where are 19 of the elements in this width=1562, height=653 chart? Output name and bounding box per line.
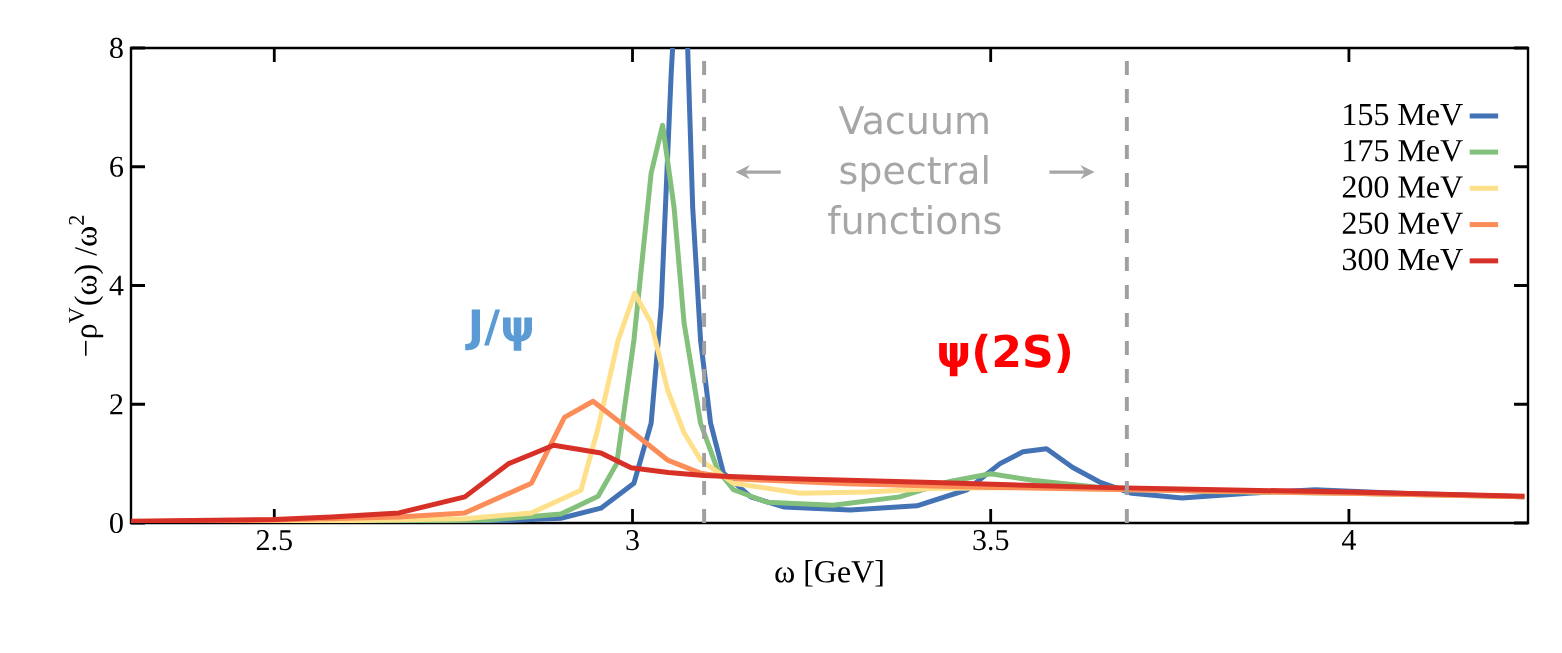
y-tick-label: 6 — [110, 156, 124, 177]
legend-label: 300 MeV — [1342, 248, 1463, 271]
annotation: J/ψ — [465, 309, 532, 351]
annotation: Vacuum spectral functions — [828, 106, 1001, 235]
x-tick-label: 2.5 — [256, 530, 292, 551]
legend-label: 155 MeV — [1344, 103, 1463, 126]
legend-label: 250 MeV — [1342, 212, 1463, 235]
x-tick-label: 4 — [1342, 530, 1356, 550]
y-tick-label: 2 — [110, 394, 123, 415]
y-tick-label: 4 — [109, 275, 124, 296]
y-tick-label: 0 — [110, 512, 123, 534]
legend-label: 200 MeV — [1342, 176, 1463, 198]
x-tick-label: 3 — [626, 530, 639, 551]
legend-label: 175 MeV — [1344, 140, 1463, 162]
x-tick-label: 3.5 — [973, 530, 1009, 551]
y-tick-label: 8 — [110, 37, 123, 59]
annotation: ψ(2S) — [939, 333, 1070, 377]
x-axis-title: ω [GeV] — [775, 560, 883, 587]
y-axis-title: −ρ$^{V}$(ω) /ω$^{2}$ — [69, 215, 104, 356]
